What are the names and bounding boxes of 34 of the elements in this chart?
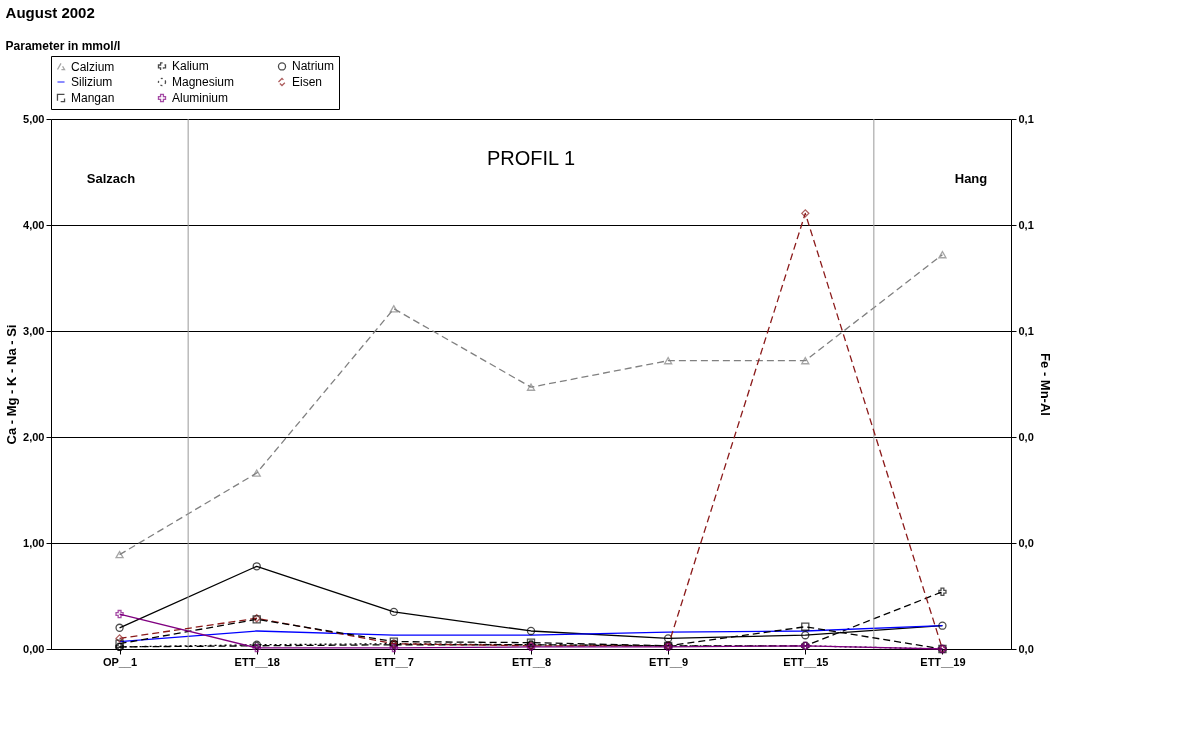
legend-label: Calzium: [71, 59, 115, 74]
x-tick-label: ETT__18: [234, 655, 280, 668]
y-tick-label: 2,00: [23, 430, 45, 443]
x-tick-label: ETT__15: [783, 655, 829, 668]
y2-tick-label: 0,1: [1018, 324, 1034, 337]
annotation: Hang: [954, 171, 988, 186]
y-tick-label: 1,00: [23, 536, 45, 549]
y2-tick-label: 0,0: [1018, 642, 1034, 655]
y-tick-label: 3,00: [23, 324, 45, 337]
y2-tick-label: 0,0: [1018, 430, 1034, 443]
legend-label: Aluminium: [172, 91, 229, 105]
y-tick-label: 0,00: [23, 642, 45, 655]
x-tick-label: ETT__19: [920, 655, 966, 668]
legend-label: Magnesium: [172, 75, 235, 89]
y2-tick-label: 0,1: [1018, 218, 1034, 231]
x-tick-label: OP__1: [102, 655, 138, 668]
annotation: Salzach: [86, 171, 136, 186]
chart-title: August 2002: [5, 3, 95, 21]
annotation: PROFIL 1: [486, 147, 576, 169]
y-tick-label: 4,00: [23, 218, 45, 231]
y2-tick-label: 0,1: [1018, 112, 1034, 125]
x-tick-label: ETT__8: [511, 655, 552, 668]
legend-label: Silizium: [71, 75, 113, 89]
legend-label: Mangan: [71, 91, 115, 105]
y-axis-title: Ca - Mg - K - Na - Si: [4, 324, 20, 445]
y2-axis-title: Fe - Mn-Al: [1037, 353, 1053, 416]
x-tick-label: ETT__7: [374, 655, 414, 668]
legend-label: Kalium: [172, 59, 209, 74]
y-tick-label: 5,00: [23, 112, 45, 125]
x-tick-label: ETT__9: [649, 655, 689, 668]
legend-label: Natrium: [292, 59, 335, 74]
y2-tick-label: 0,0: [1018, 536, 1034, 549]
legend-label: Eisen: [292, 75, 323, 89]
chart-subtitle: Parameter in mmol/l: [5, 38, 121, 53]
